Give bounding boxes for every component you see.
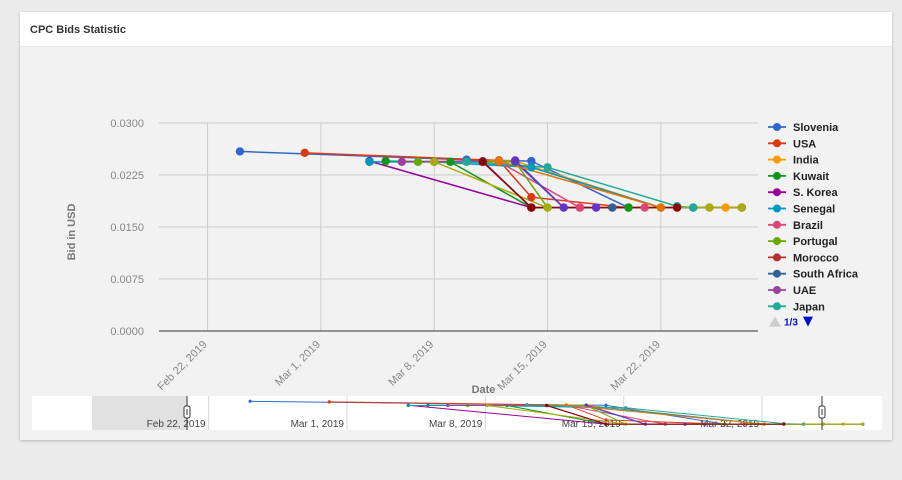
data-point[interactable] xyxy=(430,157,439,167)
legend-marker xyxy=(773,139,781,148)
navigator-data-point xyxy=(248,399,252,403)
legend-page-indicator: 1/3 xyxy=(784,318,798,329)
data-point[interactable] xyxy=(462,157,471,167)
data-point[interactable] xyxy=(672,203,682,212)
navigator-data-point xyxy=(604,418,608,422)
legend-entry[interactable]: UAE xyxy=(793,285,816,297)
data-point[interactable] xyxy=(494,156,504,166)
navigator-tick-label: Mar 1, 2019 xyxy=(291,419,345,430)
data-point[interactable] xyxy=(527,163,536,172)
legend-entry[interactable]: Slovenia xyxy=(793,122,839,134)
data-point[interactable] xyxy=(527,203,536,212)
navigator-tick-label: Mar 8, 2019 xyxy=(429,419,483,430)
data-point[interactable] xyxy=(737,203,747,212)
data-point[interactable] xyxy=(397,157,407,167)
navigator-data-point xyxy=(545,403,549,408)
data-point[interactable] xyxy=(591,203,601,212)
y-tick-label: 0.0225 xyxy=(110,170,144,182)
legend-entry[interactable]: S. Korea xyxy=(793,187,839,199)
data-point[interactable] xyxy=(527,192,536,202)
legend-marker xyxy=(773,253,781,262)
data-point[interactable] xyxy=(624,203,633,212)
legend-entry[interactable]: Kuwait xyxy=(793,171,829,183)
navigator-data-point xyxy=(564,403,569,407)
legend-next-icon[interactable] xyxy=(803,316,813,327)
card-header: CPC Bids Statistic xyxy=(20,12,892,47)
navigator-series-line xyxy=(566,404,765,425)
y-axis-title: Bid in USD xyxy=(66,204,78,261)
legend-entry[interactable]: Senegal xyxy=(793,204,835,216)
legend-marker xyxy=(773,188,781,197)
y-tick-label: 0.0075 xyxy=(110,274,144,286)
navigator-data-point xyxy=(525,403,529,408)
data-point[interactable] xyxy=(656,203,666,212)
data-point[interactable] xyxy=(689,203,698,212)
legend-entry[interactable]: Morocco xyxy=(793,252,839,264)
x-tick-label: Mar 1, 2019 xyxy=(273,339,323,389)
data-point[interactable] xyxy=(478,157,487,167)
series-group xyxy=(235,147,747,212)
data-point[interactable] xyxy=(608,203,617,212)
legend-prev-icon[interactable] xyxy=(769,316,781,327)
navigator-data-point xyxy=(861,422,865,426)
data-point[interactable] xyxy=(721,203,730,212)
navigator-data-point xyxy=(604,403,608,407)
navigator-tick-label: Mar 15, 2019 xyxy=(562,419,621,430)
legend-marker xyxy=(773,171,781,180)
legend-entry[interactable]: Portugal xyxy=(793,236,838,248)
legend-entry[interactable]: South Africa xyxy=(793,269,859,281)
navigator-unselected-area xyxy=(92,396,187,430)
cpc-bids-chart: 0.0000 0.0075 0.0150 0.0225 0.0300 Feb 22, 20… xyxy=(32,118,882,430)
legend-marker xyxy=(773,269,781,278)
legend-marker xyxy=(773,123,781,131)
x-tick-label: Mar 15, 2019 xyxy=(495,339,549,393)
y-tick-label: 0.0000 xyxy=(110,326,144,338)
navigator-data-point xyxy=(485,403,489,408)
navigator-data-point xyxy=(624,406,628,410)
x-tick-label: Feb 22, 2019 xyxy=(155,339,209,393)
navigator-data-point xyxy=(327,400,331,404)
data-point[interactable] xyxy=(575,203,585,212)
x-tick-label: Mar 22, 2019 xyxy=(609,339,663,393)
data-point[interactable] xyxy=(705,203,714,212)
data-point[interactable] xyxy=(510,156,520,165)
navigator-data-point xyxy=(604,422,608,426)
navigator-unselected-area xyxy=(822,396,882,430)
chart-card: CPC Bids Statistic 0.0000 0.0075 0.0150 0.0… xyxy=(20,12,892,440)
series-line xyxy=(498,160,662,209)
legend-marker xyxy=(773,302,781,311)
navigator-tick-label: Feb 22, 2019 xyxy=(147,419,206,430)
data-point[interactable] xyxy=(381,156,390,166)
data-point[interactable] xyxy=(543,163,552,172)
y-tick-label: 0.0150 xyxy=(110,222,144,234)
data-point[interactable] xyxy=(235,147,245,156)
x-tick-label: Mar 8, 2019 xyxy=(386,339,436,389)
legend-entry[interactable]: Brazil xyxy=(793,220,823,232)
data-point[interactable] xyxy=(559,203,568,212)
legend-marker xyxy=(773,220,781,229)
legend-entry[interactable]: USA xyxy=(793,138,816,150)
legend-entry[interactable]: India xyxy=(793,155,820,167)
data-point[interactable] xyxy=(640,203,649,212)
legend-entry[interactable]: Japan xyxy=(793,301,825,313)
navigator-series-group xyxy=(248,399,865,426)
y-tick-label: 0.0300 xyxy=(110,118,144,130)
legend-marker xyxy=(773,237,781,246)
navigator-data-point xyxy=(782,422,786,426)
navigator-data-point xyxy=(406,403,410,408)
data-point[interactable] xyxy=(527,156,536,166)
legend-marker xyxy=(773,286,781,294)
data-point[interactable] xyxy=(413,157,423,167)
legend-marker xyxy=(773,204,781,213)
data-point[interactable] xyxy=(365,157,374,167)
x-axis-title: Date xyxy=(472,384,496,396)
data-point[interactable] xyxy=(300,148,309,158)
data-point[interactable] xyxy=(543,203,552,212)
navigator-data-point xyxy=(446,403,450,408)
card-title: CPC Bids Statistic xyxy=(30,24,126,36)
navigator-data-point xyxy=(584,403,588,407)
data-point[interactable] xyxy=(446,157,455,167)
legend-marker xyxy=(773,155,781,164)
navigator-data-point xyxy=(821,422,825,426)
